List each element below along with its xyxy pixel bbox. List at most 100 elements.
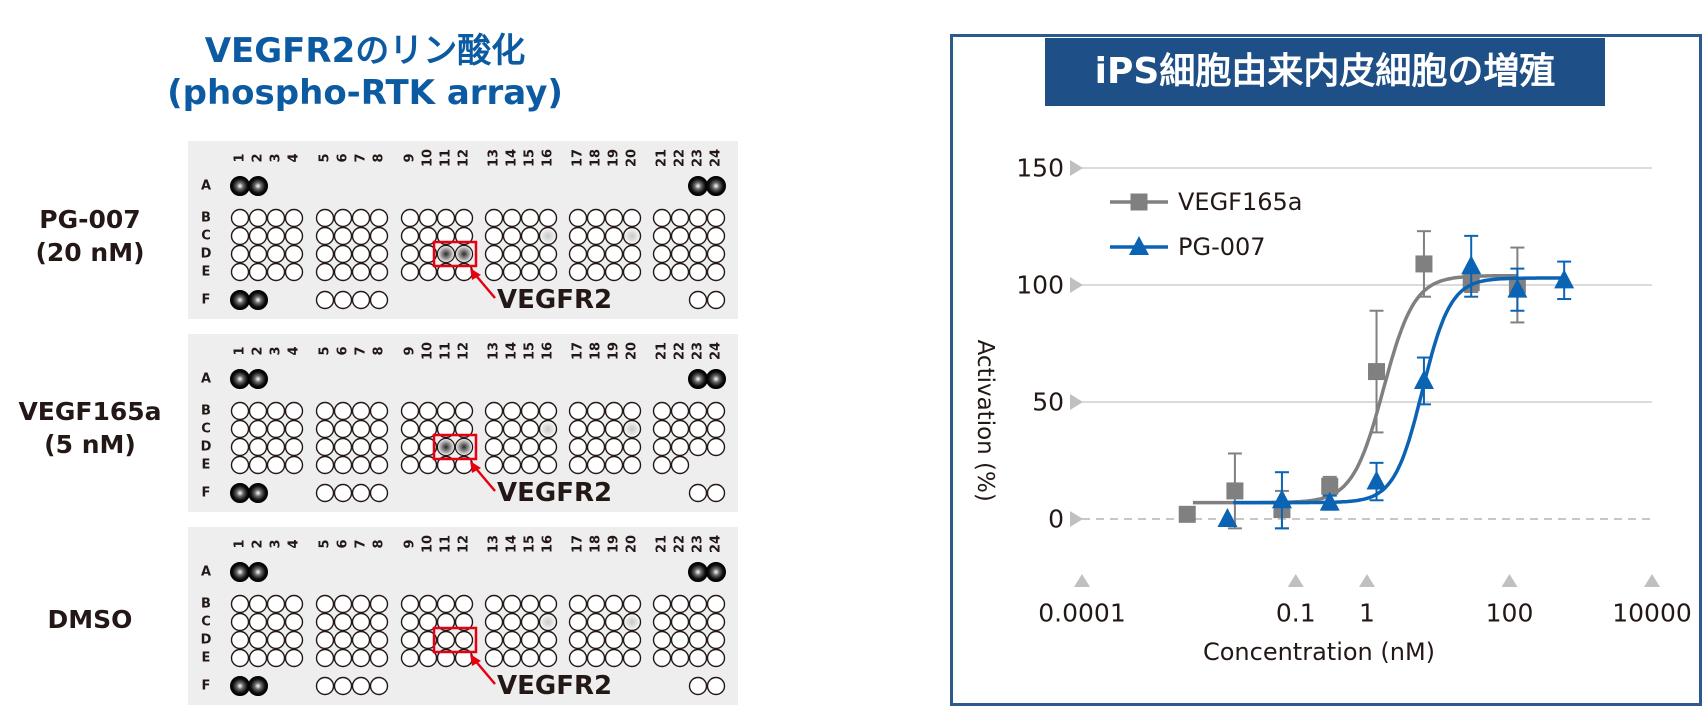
array-spot xyxy=(538,244,558,264)
data-point xyxy=(1178,505,1196,523)
array-spot xyxy=(688,483,708,503)
condition-label-vegf165a: VEGF165a (5 nM) xyxy=(0,395,180,461)
column-number: 15 xyxy=(523,149,538,167)
array-spot xyxy=(266,630,286,650)
array-spot xyxy=(586,262,606,282)
series-pg-007 xyxy=(1217,234,1575,530)
array-spot xyxy=(284,226,304,246)
column-number: 9 xyxy=(403,539,418,548)
array-spot xyxy=(230,244,250,264)
array-spot xyxy=(418,208,438,228)
array-title-line1: VEGFR2のリン酸化 xyxy=(204,31,526,71)
array-spot xyxy=(652,437,672,457)
column-number: 4 xyxy=(287,539,302,548)
array-spot xyxy=(351,437,371,457)
array-spot xyxy=(284,262,304,282)
x-tick-label: 10000 xyxy=(1612,599,1692,628)
array-spot xyxy=(586,401,606,421)
array-spot xyxy=(670,437,690,457)
data-point xyxy=(1319,491,1340,511)
array-spot xyxy=(604,419,624,439)
array-spot xyxy=(284,455,304,475)
column-number: 6 xyxy=(336,346,351,355)
array-spot xyxy=(688,630,708,650)
y-tick-label: 100 xyxy=(1016,271,1064,300)
array-spot xyxy=(284,244,304,264)
column-number: 10 xyxy=(421,149,436,167)
x-tick-label: 100 xyxy=(1486,599,1534,628)
column-number: 18 xyxy=(589,149,604,167)
row-letter: D xyxy=(201,247,212,262)
array-spot xyxy=(284,419,304,439)
row-letter: F xyxy=(202,293,211,308)
row-letter: F xyxy=(202,486,211,501)
y-axis-label: Activation (%) xyxy=(972,340,998,502)
column-number: 3 xyxy=(269,539,284,548)
array-spot xyxy=(248,437,268,457)
array-spot xyxy=(230,630,250,650)
column-number: 6 xyxy=(336,539,351,548)
condition-label-line1: VEGF165a xyxy=(18,397,162,426)
y-tick-label: 50 xyxy=(1032,388,1064,417)
array-spot xyxy=(284,208,304,228)
array-spot xyxy=(230,419,250,439)
column-number: 19 xyxy=(607,149,622,167)
condition-label-line1: PG-007 xyxy=(39,205,141,234)
array-spot xyxy=(400,437,420,457)
data-point xyxy=(1321,477,1339,495)
array-spot xyxy=(315,648,335,668)
array-spot xyxy=(622,455,642,475)
array-spot xyxy=(333,262,353,282)
array-spot xyxy=(604,262,624,282)
array-spot xyxy=(706,483,726,503)
array-spot xyxy=(622,648,642,668)
y-tick-marker xyxy=(1070,277,1083,293)
column-number: 23 xyxy=(691,535,706,553)
array-spot xyxy=(400,648,420,668)
column-number: 7 xyxy=(354,346,369,355)
series-vegf165a xyxy=(1178,230,1526,530)
array-spot xyxy=(502,648,522,668)
column-number: 22 xyxy=(673,149,688,167)
array-spot xyxy=(604,612,624,632)
array-spot xyxy=(484,208,504,228)
column-number: 9 xyxy=(403,346,418,355)
array-spot xyxy=(418,630,438,650)
column-number: 8 xyxy=(372,153,387,162)
array-spot xyxy=(670,612,690,632)
array-spot xyxy=(351,208,371,228)
array-spot xyxy=(369,594,389,614)
column-number: 16 xyxy=(541,535,556,553)
array-spot xyxy=(418,226,438,246)
array-spot xyxy=(315,612,335,632)
array-spot xyxy=(520,208,540,228)
x-tick-label: 1 xyxy=(1359,599,1375,628)
array-spot xyxy=(502,612,522,632)
array-spot xyxy=(333,226,353,246)
reference-spot xyxy=(706,562,726,582)
array-spot xyxy=(568,244,588,264)
column-number: 20 xyxy=(625,342,640,360)
vegfr2-highlight-box xyxy=(432,626,478,654)
array-spot xyxy=(333,594,353,614)
array-spot xyxy=(652,648,672,668)
array-spot xyxy=(266,594,286,614)
array-spot xyxy=(266,648,286,668)
row-letter: B xyxy=(201,211,211,226)
column-number: 15 xyxy=(523,535,538,553)
array-spot xyxy=(706,262,726,282)
array-spot xyxy=(351,594,371,614)
array-spot xyxy=(538,455,558,475)
data-point xyxy=(1217,508,1238,527)
vegfr2-spot xyxy=(456,246,472,262)
array-spot xyxy=(586,612,606,632)
array-spot xyxy=(484,594,504,614)
array-spot xyxy=(604,437,624,457)
array-spot xyxy=(369,290,389,310)
array-spot xyxy=(604,208,624,228)
array-spot xyxy=(670,648,690,668)
vegfr2-arrowhead xyxy=(470,268,481,280)
array-spot xyxy=(248,208,268,228)
column-number: 15 xyxy=(523,342,538,360)
array-spot xyxy=(586,437,606,457)
